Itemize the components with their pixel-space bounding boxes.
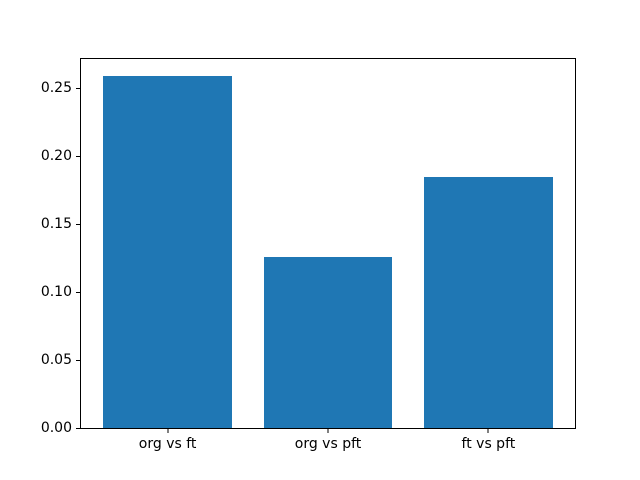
bar-org-vs-ft [103,76,232,428]
y-tick-mark [76,223,80,225]
x-tick-mark [167,429,169,433]
y-tick-mark [76,155,80,157]
y-tick-label: 0.25 [40,80,72,97]
bar-org-vs-pft [263,256,393,428]
y-tick-label: 0.10 [40,284,72,301]
x-tick-label-org-vs-pft: org vs pft [294,436,362,452]
x-tick-mark [327,429,329,433]
y-tick-mark [76,291,80,293]
bar-ft-vs-pft [424,176,553,428]
y-tick-label: 0.20 [40,148,72,165]
x-tick-label-ft-vs-pft: ft vs pft [461,436,516,452]
y-tick-label: 0.05 [40,352,72,369]
y-tick-mark [76,427,80,429]
y-tick-label: 0.00 [40,420,72,436]
y-tick-mark [76,87,80,89]
plot-area: 0.00 0.05 0.10 0.15 0.20 0.25 org vs ft org vs … [41,58,576,451]
x-tick-label-org-vs-ft: org vs ft [138,436,197,452]
x-tick-mark [487,429,489,433]
y-tick-label: 0.15 [40,216,72,233]
y-tick-mark [76,359,80,361]
